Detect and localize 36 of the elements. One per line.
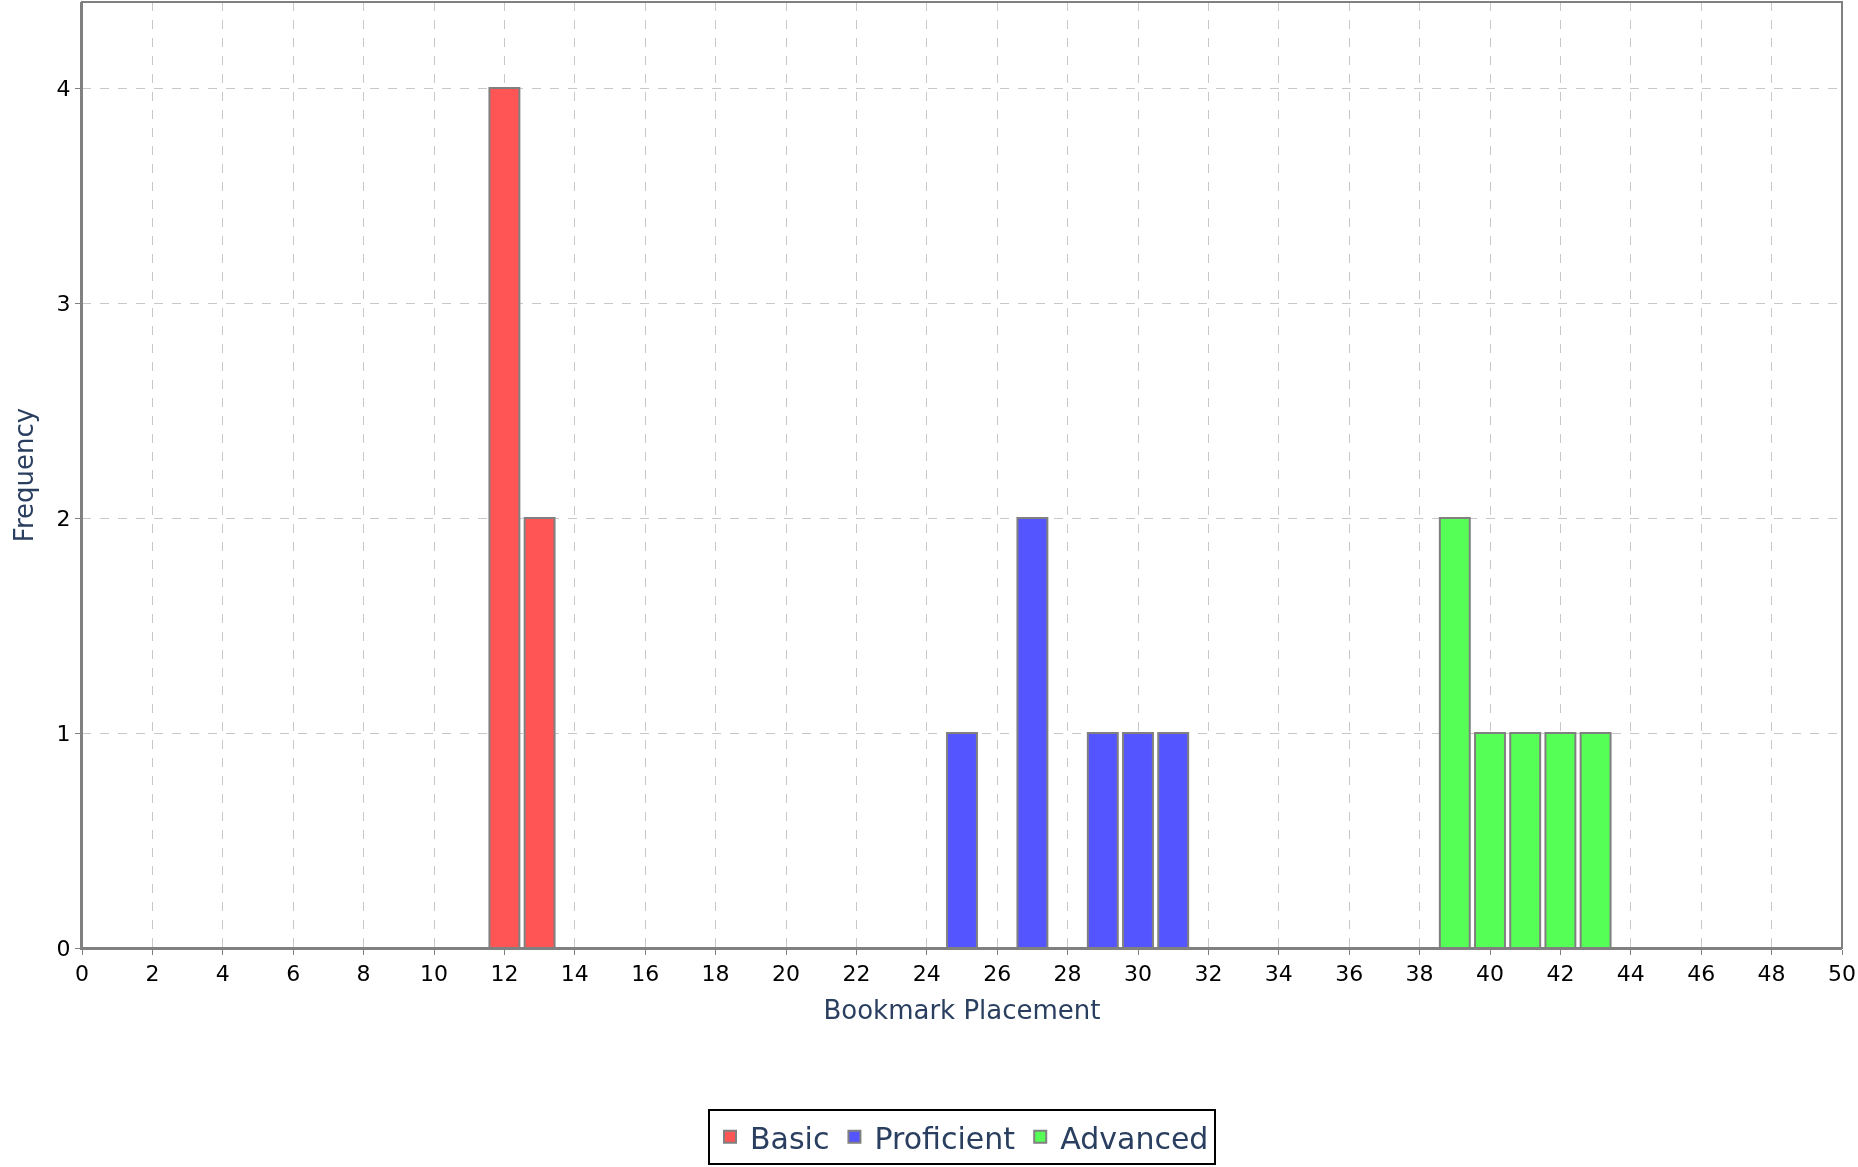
x-tick-label: 34 [1264,961,1293,987]
x-tick-label: 6 [286,961,301,987]
x-tick-label: 2 [145,961,160,987]
x-tick-label: 48 [1757,961,1786,987]
x-tick-label: 0 [75,961,89,987]
x-tick-label: 14 [560,961,589,987]
y-tick-label: 2 [56,505,71,531]
x-tick-label: 12 [490,961,519,987]
x-tick-label: 30 [1124,961,1152,987]
x-tick-label: 16 [631,961,660,987]
x-tick-label: 26 [983,961,1012,987]
y-tick-label: 4 [56,75,71,101]
x-tick-label: 38 [1405,961,1434,987]
x-tick-label: 50 [1828,961,1856,987]
y-axis-title: Frequency [9,407,40,543]
legend-label: Advanced [1060,1120,1209,1156]
x-tick-label: 40 [1476,961,1504,987]
x-tick-label: 8 [356,961,371,987]
x-tick-label: 44 [1616,961,1645,987]
x-tick-label: 46 [1687,961,1716,987]
x-tick-label: 32 [1194,961,1223,987]
x-tick-label: 20 [772,961,800,987]
x-axis-title: Bookmark Placement [823,994,1101,1025]
y-tick-label: 1 [56,720,71,746]
legend-label: Proficient [874,1120,1016,1156]
x-tick-label: 18 [701,961,730,987]
y-tick-label: 3 [56,290,71,316]
x-tick-label: 42 [1546,961,1575,987]
x-tick-label: 4 [215,961,230,987]
x-tick-label: 10 [420,961,448,987]
x-tick-label: 28 [1053,961,1082,987]
x-tick-label: 36 [1335,961,1364,987]
legend-label: Basic [750,1120,830,1156]
x-tick-label: 24 [912,961,941,987]
y-tick-label: 0 [56,935,71,961]
x-tick-label: 22 [842,961,871,987]
